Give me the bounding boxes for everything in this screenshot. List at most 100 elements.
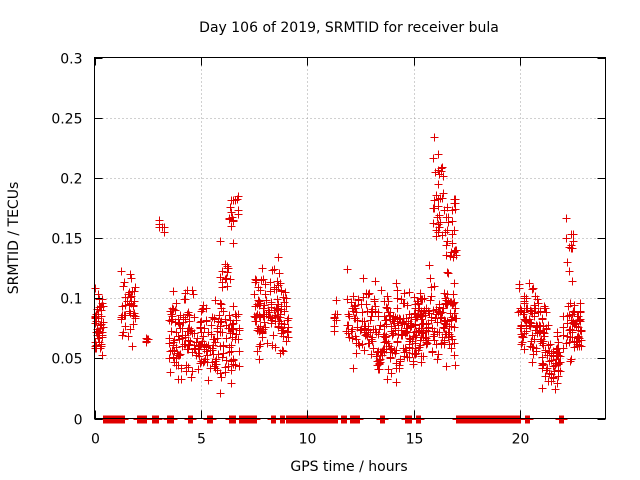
data-point [368, 333, 377, 342]
data-point [556, 367, 565, 376]
data-point [352, 339, 361, 348]
data-point [430, 336, 439, 345]
data-point [266, 278, 275, 287]
data-point [447, 316, 456, 325]
data-point [119, 328, 128, 337]
data-point [261, 280, 270, 289]
data-point [433, 213, 442, 222]
data-point [207, 321, 216, 330]
data-point [399, 299, 408, 308]
data-point [227, 379, 236, 388]
data-point [199, 301, 208, 310]
data-point [531, 304, 540, 313]
data-point [445, 330, 454, 339]
data-point [434, 180, 443, 189]
data-point [447, 344, 456, 353]
data-point [437, 164, 446, 173]
data-point [226, 329, 235, 338]
data-point [376, 321, 385, 330]
data-point [565, 243, 574, 252]
data-point [279, 293, 288, 302]
data-point [225, 215, 234, 224]
data-point [361, 331, 370, 340]
data-point [216, 299, 225, 308]
data-point [418, 329, 427, 338]
data-point [451, 361, 460, 370]
data-point [393, 317, 402, 326]
data-point [572, 319, 581, 328]
data-point [382, 320, 391, 329]
data-point [519, 310, 528, 319]
data-point [178, 342, 187, 351]
data-point [188, 286, 197, 295]
data-point [395, 364, 404, 373]
y-tick-label: 0.2 [60, 172, 82, 188]
data-point [183, 345, 192, 354]
data-point [434, 150, 443, 159]
data-point [451, 246, 460, 255]
data-point [564, 302, 573, 311]
data-point [219, 342, 228, 351]
data-point [369, 344, 378, 353]
data-point [283, 316, 292, 325]
data-point [394, 321, 403, 330]
data-point [538, 339, 547, 348]
data-point [405, 288, 414, 297]
data-point [533, 295, 542, 304]
data-point [232, 330, 241, 339]
x-tick-label: 15 [406, 432, 424, 448]
data-point [384, 297, 393, 306]
data-point [181, 315, 190, 324]
data-point [284, 323, 293, 332]
data-point [279, 332, 288, 341]
data-point [434, 202, 443, 211]
x-tick-label: 10 [299, 432, 317, 448]
data-point [178, 331, 187, 340]
data-point [554, 338, 563, 347]
data-point [255, 342, 264, 351]
data-point [450, 247, 459, 256]
data-point [553, 379, 562, 388]
data-point [169, 341, 178, 350]
data-point [216, 369, 225, 378]
data-point [210, 362, 219, 371]
data-point [391, 313, 400, 322]
data-point [516, 304, 525, 313]
data-point [216, 237, 225, 246]
data-point [130, 309, 139, 318]
data-point [94, 310, 103, 319]
data-point [417, 352, 426, 361]
data-point [422, 304, 431, 313]
data-point [226, 203, 235, 212]
data-point [118, 302, 127, 311]
data-point [406, 323, 415, 332]
data-point [231, 361, 240, 370]
data-point [570, 301, 579, 310]
data-point [348, 325, 357, 334]
data-point [547, 370, 556, 379]
data-point [252, 415, 261, 424]
data-point [430, 133, 439, 142]
data-point [449, 253, 458, 262]
data-point [213, 324, 222, 333]
data-point [436, 314, 445, 323]
data-point [252, 276, 261, 285]
data-point [559, 323, 568, 332]
data-point [358, 317, 367, 326]
data-point [439, 172, 448, 181]
data-point [172, 299, 181, 308]
data-point [261, 290, 270, 299]
data-point [358, 308, 367, 317]
data-point [539, 337, 548, 346]
data-point [436, 194, 445, 203]
data-point [170, 358, 179, 367]
data-point [181, 289, 190, 298]
data-point [256, 340, 265, 349]
data-point [222, 274, 231, 283]
data-point [559, 344, 568, 353]
data-point [365, 339, 374, 348]
data-point [417, 307, 426, 316]
data-point [431, 168, 440, 177]
data-point [216, 389, 225, 398]
data-point [260, 318, 269, 327]
